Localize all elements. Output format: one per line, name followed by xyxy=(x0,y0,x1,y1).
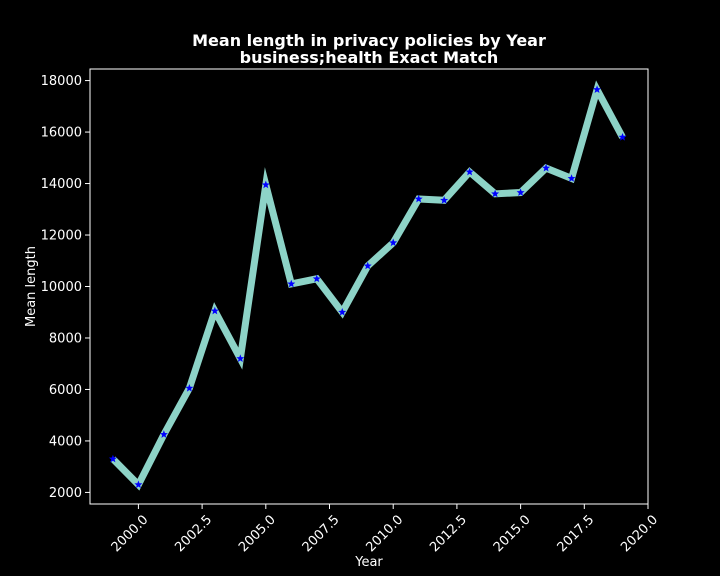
y-tick-label: 18000 xyxy=(41,74,82,89)
data-point xyxy=(108,454,117,463)
data-point xyxy=(236,354,245,362)
data-point xyxy=(491,189,500,198)
data-point xyxy=(618,133,627,141)
series-layer xyxy=(108,80,627,491)
data-point xyxy=(440,196,449,204)
y-tick-label: 6000 xyxy=(49,383,82,398)
data-point xyxy=(261,180,270,189)
y-tick-label: 8000 xyxy=(49,331,82,346)
data-point xyxy=(363,261,372,270)
data-point xyxy=(414,194,423,203)
data-point xyxy=(338,308,347,316)
data-point xyxy=(312,274,321,283)
chart-subtitle: business;health Exact Match xyxy=(240,48,499,67)
data-point xyxy=(593,85,602,93)
y-tick-label: 12000 xyxy=(41,229,82,244)
data-point xyxy=(159,430,168,438)
y-tick-label: 10000 xyxy=(41,280,82,295)
y-axis-label: Mean length xyxy=(24,246,39,327)
data-point xyxy=(185,383,194,392)
data-point xyxy=(516,188,525,196)
chart-title: Mean length in privacy policies by Year xyxy=(192,31,546,50)
data-point xyxy=(465,167,474,176)
data-point xyxy=(210,306,219,315)
data-point xyxy=(389,238,398,247)
data-point xyxy=(134,480,143,489)
y-tick-label: 14000 xyxy=(41,177,82,192)
y-tick-label: 2000 xyxy=(49,486,82,501)
y-tick-label: 4000 xyxy=(49,434,82,449)
data-point xyxy=(542,163,551,172)
data-point xyxy=(287,279,296,288)
y-tick-label: 16000 xyxy=(41,126,82,141)
x-axis-label: Year xyxy=(354,555,383,570)
y-axis-ticks: 2000 4000 6000 8000 10000 12000 14000 16000 1800… xyxy=(41,74,90,501)
data-point xyxy=(567,174,576,182)
